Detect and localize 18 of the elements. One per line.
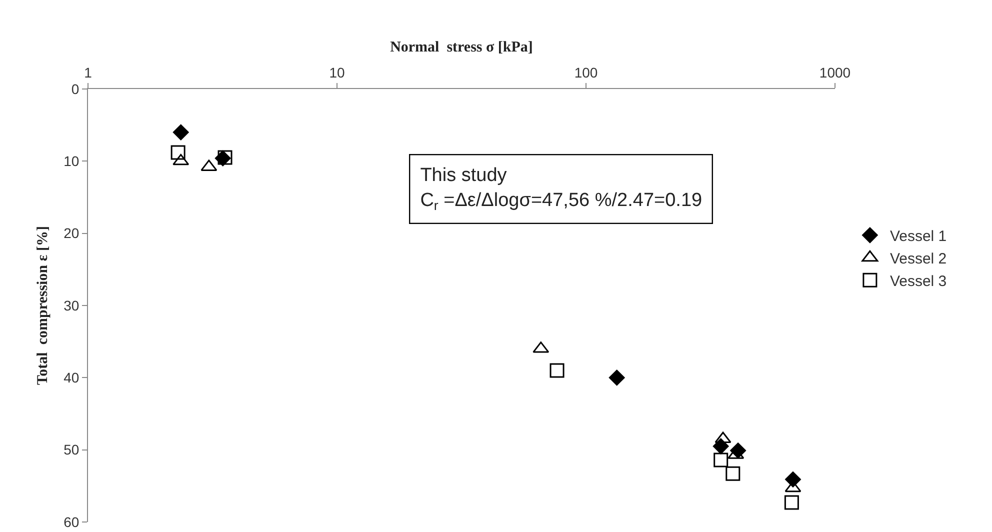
annotation: C$_{r}$ =Δε/Δlogσ=47,56 %/2.47=0.19	[420, 190, 702, 213]
legend-label: Vessel 2	[890, 250, 947, 268]
y-tick-label: 40	[64, 370, 80, 386]
x-axis-title: Normal stress σ [kPa]	[390, 40, 533, 56]
x-tick-label: 10	[329, 64, 345, 80]
y-tick-label: 30	[64, 297, 80, 314]
y-tick-label: 0	[71, 80, 80, 97]
y-axis-title: Total compression ε [%]	[34, 226, 51, 385]
y-tick-label: 50	[64, 442, 80, 458]
y-tick-label: 10	[64, 153, 80, 170]
y-tick-label: 60	[64, 514, 80, 530]
legend-label: Vessel 3	[890, 273, 947, 290]
legend-label: Vessel 1	[890, 228, 947, 245]
x-tick-label: 100	[574, 64, 598, 80]
y-tick-label: 20	[64, 225, 80, 242]
x-tick-label: 1000	[819, 64, 851, 80]
x-tick-label: 1	[84, 64, 92, 80]
annotation: This study	[420, 165, 508, 186]
